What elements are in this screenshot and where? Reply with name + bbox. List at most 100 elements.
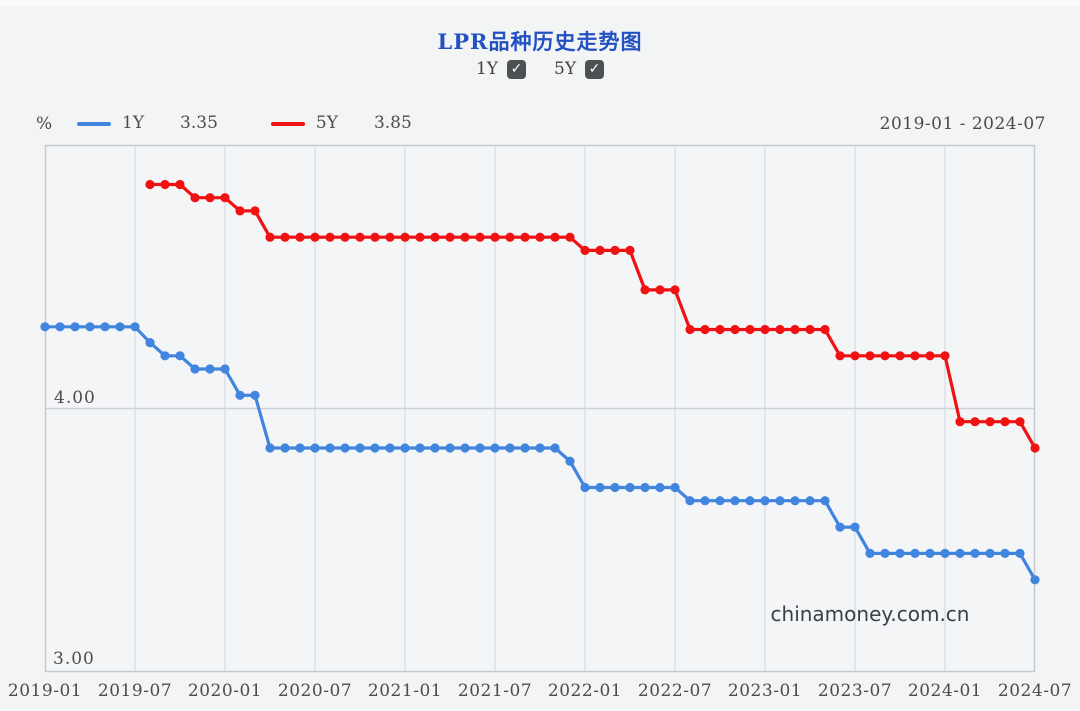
5y-data-point[interactable] bbox=[1015, 417, 1025, 427]
1y-data-point[interactable] bbox=[250, 390, 260, 400]
5y-data-point[interactable] bbox=[745, 324, 755, 335]
1y-data-point[interactable] bbox=[715, 496, 725, 506]
1y-data-point[interactable] bbox=[655, 482, 665, 493]
5y-data-point[interactable] bbox=[655, 285, 665, 295]
1y-data-point[interactable] bbox=[460, 443, 470, 453]
1y-data-point[interactable] bbox=[100, 322, 110, 332]
5y-data-point[interactable] bbox=[700, 324, 710, 335]
1y-data-point[interactable] bbox=[490, 443, 500, 453]
1y-data-point[interactable] bbox=[115, 322, 125, 332]
1y-data-point[interactable] bbox=[85, 322, 95, 332]
1y-data-point[interactable] bbox=[1000, 548, 1010, 558]
1y-data-point[interactable] bbox=[745, 496, 755, 506]
1y-data-point[interactable] bbox=[595, 482, 605, 493]
5y-data-point[interactable] bbox=[505, 232, 515, 242]
5y-data-point[interactable] bbox=[835, 351, 845, 361]
5y-data-point[interactable] bbox=[565, 232, 575, 242]
5y-data-point[interactable] bbox=[685, 324, 695, 335]
5y-data-point[interactable] bbox=[865, 351, 875, 361]
5y-data-point[interactable] bbox=[895, 351, 905, 361]
1y-data-point[interactable] bbox=[415, 443, 425, 453]
1y-data-point[interactable] bbox=[160, 351, 170, 361]
1y-data-point[interactable] bbox=[700, 496, 710, 506]
5y-data-point[interactable] bbox=[340, 232, 350, 242]
1y-data-point[interactable] bbox=[475, 443, 485, 453]
1y-data-point[interactable] bbox=[955, 548, 965, 558]
1y-data-point[interactable] bbox=[760, 496, 770, 506]
5y-data-point[interactable] bbox=[250, 206, 260, 216]
5y-data-point[interactable] bbox=[760, 324, 770, 335]
1y-data-point[interactable] bbox=[580, 482, 590, 493]
5y-data-point[interactable] bbox=[670, 285, 680, 295]
1y-data-point[interactable] bbox=[1015, 548, 1025, 558]
1y-data-point[interactable] bbox=[805, 496, 815, 506]
5y-data-point[interactable] bbox=[325, 232, 335, 242]
1y-data-point[interactable] bbox=[670, 482, 680, 493]
1y-data-point[interactable] bbox=[895, 548, 905, 558]
5y-data-point[interactable] bbox=[730, 324, 740, 335]
5y-data-point[interactable] bbox=[1000, 417, 1010, 427]
5y-data-point[interactable] bbox=[475, 232, 485, 242]
1y-checkbox[interactable]: ✓ bbox=[507, 59, 526, 79]
1y-data-point[interactable] bbox=[520, 443, 530, 453]
5y-data-point[interactable] bbox=[910, 351, 920, 361]
5y-data-point[interactable] bbox=[790, 324, 800, 335]
1y-data-point[interactable] bbox=[910, 548, 920, 558]
1y-data-point[interactable] bbox=[295, 443, 305, 453]
5y-data-point[interactable] bbox=[190, 193, 200, 203]
1y-data-point[interactable] bbox=[445, 443, 455, 453]
1y-data-point[interactable] bbox=[310, 443, 320, 453]
5y-data-point[interactable] bbox=[295, 232, 305, 242]
5y-data-point[interactable] bbox=[595, 245, 605, 255]
5y-data-point[interactable] bbox=[535, 232, 545, 242]
5y-data-point[interactable] bbox=[610, 245, 620, 255]
5y-data-point[interactable] bbox=[205, 193, 215, 203]
1y-data-point[interactable] bbox=[625, 482, 635, 493]
5y-data-point[interactable] bbox=[415, 232, 425, 242]
1y-data-point[interactable] bbox=[730, 496, 740, 506]
5y-data-point[interactable] bbox=[520, 232, 530, 242]
5y-data-point[interactable] bbox=[400, 232, 410, 242]
1y-data-point[interactable] bbox=[355, 443, 365, 453]
5y-data-point[interactable] bbox=[640, 285, 650, 295]
5y-data-point[interactable] bbox=[580, 245, 590, 255]
1y-data-point[interactable] bbox=[175, 351, 185, 361]
1y-data-point[interactable] bbox=[565, 456, 575, 466]
1y-data-point[interactable] bbox=[535, 443, 545, 453]
1y-data-point[interactable] bbox=[880, 548, 890, 558]
1y-data-point[interactable] bbox=[265, 443, 275, 453]
1y-data-point[interactable] bbox=[640, 482, 650, 493]
5y-data-point[interactable] bbox=[925, 351, 935, 361]
1y-data-point[interactable] bbox=[70, 322, 80, 332]
1y-data-point[interactable] bbox=[325, 443, 335, 453]
1y-data-point[interactable] bbox=[850, 522, 860, 532]
1y-data-point[interactable] bbox=[970, 548, 980, 558]
5y-data-point[interactable] bbox=[385, 232, 395, 242]
1y-data-point[interactable] bbox=[340, 443, 350, 453]
1y-data-point[interactable] bbox=[685, 496, 695, 506]
5y-data-point[interactable] bbox=[820, 324, 830, 335]
5y-data-point[interactable] bbox=[160, 179, 170, 190]
1y-data-point[interactable] bbox=[835, 522, 845, 532]
1y-data-point[interactable] bbox=[505, 443, 515, 453]
1y-data-point[interactable] bbox=[820, 496, 830, 506]
5y-data-point[interactable] bbox=[175, 179, 185, 190]
5y-data-point[interactable] bbox=[850, 351, 860, 361]
1y-data-point[interactable] bbox=[400, 443, 410, 453]
5y-data-point[interactable] bbox=[235, 206, 245, 216]
1y-data-point[interactable] bbox=[790, 496, 800, 506]
1y-data-point[interactable] bbox=[550, 443, 560, 453]
5y-data-point[interactable] bbox=[550, 232, 560, 242]
5y-data-point[interactable] bbox=[220, 193, 230, 203]
1y-data-point[interactable] bbox=[610, 482, 620, 493]
1y-data-point[interactable] bbox=[235, 390, 245, 400]
1y-data-point[interactable] bbox=[370, 443, 380, 453]
5y-data-point[interactable] bbox=[490, 232, 500, 242]
5y-checkbox[interactable]: ✓ bbox=[585, 59, 605, 79]
1y-data-point[interactable] bbox=[40, 322, 50, 332]
1y-data-point[interactable] bbox=[190, 364, 200, 374]
5y-data-point[interactable] bbox=[265, 232, 275, 242]
5y-data-point[interactable] bbox=[280, 232, 290, 242]
5y-data-point[interactable] bbox=[715, 324, 725, 335]
5y-data-point[interactable] bbox=[430, 232, 440, 242]
